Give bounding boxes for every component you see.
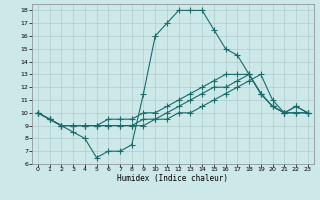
X-axis label: Humidex (Indice chaleur): Humidex (Indice chaleur) xyxy=(117,174,228,183)
